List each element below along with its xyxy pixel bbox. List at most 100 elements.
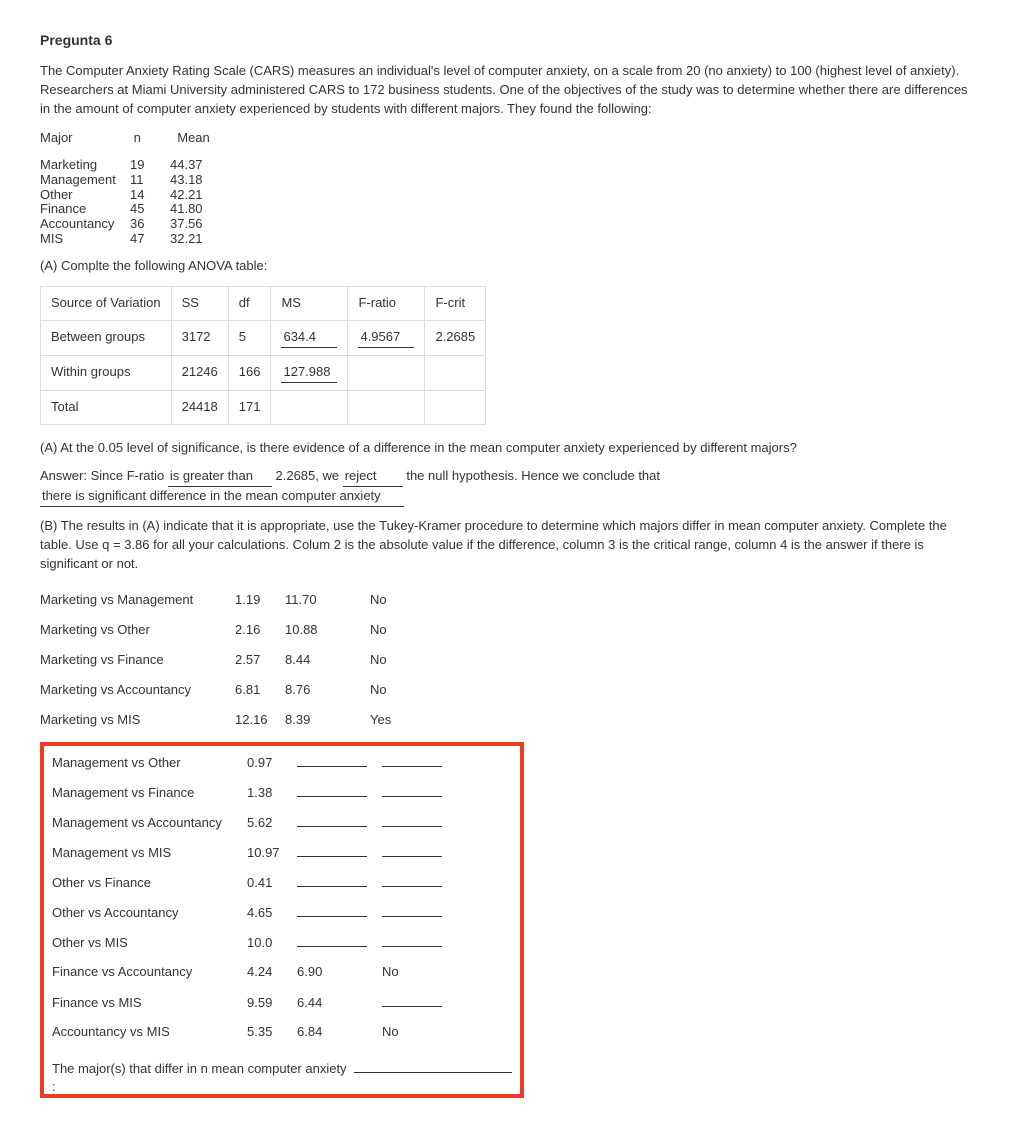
tukey-pair: Management vs Other xyxy=(52,754,247,773)
highlighted-region: Management vs Other0.97Management vs Fin… xyxy=(40,742,524,1098)
tukey-pair: Other vs Finance xyxy=(52,874,247,893)
tukey-sig-blank[interactable] xyxy=(382,753,442,767)
tukey-cr-blank[interactable] xyxy=(297,933,367,947)
tukey-sig: No xyxy=(370,622,387,637)
tukey-cr-blank[interactable] xyxy=(297,813,367,827)
tukey-section: Marketing vs Management1.1911.70NoMarket… xyxy=(40,588,974,1098)
tukey-diff: 4.24 xyxy=(247,963,297,982)
major-name: Marketing xyxy=(40,158,130,173)
tukey-diff: 5.35 xyxy=(247,1023,297,1042)
final-blank[interactable] xyxy=(354,1059,512,1073)
tukey-sig-blank[interactable] xyxy=(382,813,442,827)
tukey-cr: 8.76 xyxy=(285,682,310,697)
tukey-sig: No xyxy=(370,652,387,667)
tukey-cr: 10.88 xyxy=(285,622,318,637)
answer-blank-2[interactable]: reject xyxy=(343,467,403,487)
anova-cell xyxy=(348,390,425,424)
tukey-sig-blank[interactable] xyxy=(382,903,442,917)
tukey-pair: Finance vs MIS xyxy=(52,994,247,1013)
answer-blank-1[interactable]: is greater than xyxy=(168,467,272,487)
anova-blank[interactable]: 634.4 xyxy=(281,328,337,348)
major-n: 36 xyxy=(130,217,170,232)
major-n: 11 xyxy=(130,173,170,188)
tukey-pair: Marketing vs Other xyxy=(40,621,235,640)
tukey-diff: 1.38 xyxy=(247,784,297,803)
major-name: Other xyxy=(40,188,130,203)
tukey-pair: Other vs MIS xyxy=(52,934,247,953)
major-n: 47 xyxy=(130,232,170,247)
tukey-cr-blank[interactable] xyxy=(297,783,367,797)
anova-cell: Between groups xyxy=(41,320,172,355)
tukey-diff: 10.97 xyxy=(247,844,297,863)
tukey-sig-blank[interactable] xyxy=(382,993,442,1007)
tukey-sig-blank[interactable] xyxy=(382,933,442,947)
final-line-text: The major(s) that differ in n mean compu… xyxy=(52,1060,350,1098)
major-n: 19 xyxy=(130,158,170,173)
major-name: MIS xyxy=(40,232,130,247)
anova-cell: 171 xyxy=(228,390,271,424)
major-n: 45 xyxy=(130,202,170,217)
major-mean: 41.80 xyxy=(170,202,230,217)
anova-cell xyxy=(348,355,425,390)
answer-mid1: 2.2685, we xyxy=(276,468,343,483)
anova-cell: 2.2685 xyxy=(425,320,486,355)
tukey-pair: Management vs Accountancy xyxy=(52,814,247,833)
major-mean: 42.21 xyxy=(170,188,230,203)
tukey-pair: Finance vs Accountancy xyxy=(52,963,247,982)
tukey-sig-blank[interactable] xyxy=(382,843,442,857)
tukey-pair: Marketing vs MIS xyxy=(40,711,235,730)
anova-cell: 5 xyxy=(228,320,271,355)
tukey-cr-blank[interactable] xyxy=(297,873,367,887)
tukey-row: Other vs Accountancy4.65 xyxy=(52,900,512,930)
tukey-row: Finance vs MIS9.596.44 xyxy=(52,990,512,1020)
majors-header-major: Major xyxy=(40,129,130,148)
major-row: Accountancy3637.56 xyxy=(40,217,974,232)
anova-cell xyxy=(425,390,486,424)
tukey-diff: 0.41 xyxy=(247,874,297,893)
anova-blank[interactable]: 4.9567 xyxy=(358,328,414,348)
tukey-row: Marketing vs Finance2.578.44No xyxy=(40,648,974,678)
question-title: Pregunta 6 xyxy=(40,30,974,50)
majors-header-mean: Mean xyxy=(177,129,237,148)
tukey-pair: Management vs Finance xyxy=(52,784,247,803)
answer-blank-3[interactable]: there is significant difference in the m… xyxy=(40,487,404,507)
tukey-row: Management vs Finance1.38 xyxy=(52,780,512,810)
part-a-question: (A) At the 0.05 level of significance, i… xyxy=(40,439,974,458)
major-name: Finance xyxy=(40,202,130,217)
anova-cell: 166 xyxy=(228,355,271,390)
anova-cell: 3172 xyxy=(171,320,228,355)
part-b-text: (B) The results in (A) indicate that it … xyxy=(40,517,974,574)
tukey-sig-blank[interactable] xyxy=(382,783,442,797)
tukey-cr-blank[interactable] xyxy=(297,843,367,857)
answer-mid2: the null hypothesis. Hence we conclude t… xyxy=(406,468,660,483)
tukey-cr: 6.44 xyxy=(297,995,322,1010)
tukey-sig: No xyxy=(370,592,387,607)
anova-table: Source of VariationSSdfMSF-ratioF-crit B… xyxy=(40,286,486,424)
major-mean: 32.21 xyxy=(170,232,230,247)
tukey-row: Marketing vs Management1.1911.70No xyxy=(40,588,974,618)
tukey-row: Management vs Other0.97 xyxy=(52,750,512,780)
tukey-row: Marketing vs MIS12.168.39Yes xyxy=(40,708,974,738)
tukey-row: Management vs MIS10.97 xyxy=(52,840,512,870)
tukey-cr-blank[interactable] xyxy=(297,753,367,767)
anova-header-cell: F-ratio xyxy=(348,287,425,321)
tukey-sig: No xyxy=(382,1024,399,1039)
tukey-row: Marketing vs Accountancy6.818.76No xyxy=(40,678,974,708)
anova-header-cell: Source of Variation xyxy=(41,287,172,321)
anova-cell: 24418 xyxy=(171,390,228,424)
tukey-sig: No xyxy=(370,682,387,697)
anova-cell xyxy=(425,355,486,390)
tukey-diff: 6.81 xyxy=(235,681,285,700)
tukey-sig-blank[interactable] xyxy=(382,873,442,887)
tukey-diff: 10.0 xyxy=(247,934,297,953)
tukey-sig: Yes xyxy=(370,712,391,727)
tukey-pair: Marketing vs Management xyxy=(40,591,235,610)
tukey-cr-blank[interactable] xyxy=(297,903,367,917)
tukey-cr: 6.84 xyxy=(297,1024,322,1039)
anova-blank[interactable]: 127.988 xyxy=(281,363,337,383)
anova-cell: Within groups xyxy=(41,355,172,390)
tukey-pair: Accountancy vs MIS xyxy=(52,1023,247,1042)
anova-row: Between groups31725 634.4 4.9567 2.2685 xyxy=(41,320,486,355)
tukey-row: Accountancy vs MIS5.356.84 No xyxy=(52,1020,512,1050)
anova-header-cell: F-crit xyxy=(425,287,486,321)
